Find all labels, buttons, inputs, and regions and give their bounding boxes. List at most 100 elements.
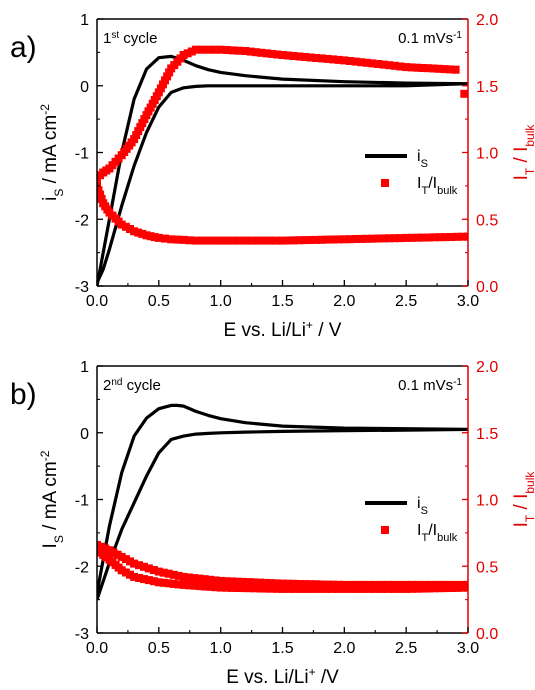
ratio-marker <box>430 233 439 242</box>
ratio-marker <box>179 51 188 59</box>
ratio-marker <box>346 584 355 593</box>
ratio-marker <box>117 566 126 575</box>
ratio-marker <box>346 235 354 244</box>
ratio-marker <box>351 235 360 243</box>
ratio-marker <box>377 584 386 593</box>
ratio-marker <box>121 555 130 564</box>
ratio-marker <box>365 584 374 593</box>
ratio-marker <box>371 584 380 593</box>
ratio-marker <box>261 578 270 587</box>
ratio-marker <box>464 232 468 241</box>
ratio-marker <box>312 54 321 62</box>
ratio-marker <box>435 64 444 73</box>
ratio-marker <box>312 235 321 244</box>
ratio-marker <box>418 64 427 72</box>
ratio-marker <box>278 579 287 588</box>
ratio-marker <box>117 552 126 561</box>
ratio-marker <box>447 233 456 241</box>
y-tick-label: 0 <box>80 79 89 96</box>
ratio-marker <box>239 584 248 593</box>
ratio-marker <box>130 572 139 581</box>
ratio-marker <box>97 190 105 199</box>
x-tick-label: 1.5 <box>271 293 293 310</box>
ratio-marker <box>334 580 343 589</box>
x-tick-label: 1.0 <box>210 640 232 657</box>
ratio-marker <box>413 584 422 593</box>
ratio-marker <box>317 580 326 589</box>
ratio-marker <box>267 579 276 588</box>
y-tick-label: -2 <box>75 212 89 229</box>
ratio-marker <box>190 574 199 583</box>
ratio-marker <box>295 580 304 588</box>
ratio-marker <box>216 236 225 245</box>
ratio-marker <box>329 235 338 244</box>
y-tick-label: -3 <box>75 626 89 643</box>
ratio-marker <box>211 583 220 592</box>
ratio-marker <box>138 229 147 238</box>
ratio-marker <box>362 58 371 67</box>
x-axis-label: E vs. Li/Li+ / V <box>224 318 342 341</box>
ratio-marker <box>441 233 450 242</box>
ratio-marker <box>204 45 213 54</box>
ratio-marker <box>97 194 106 203</box>
ratio-marker <box>289 52 298 60</box>
ratio-marker <box>222 577 231 586</box>
ratio-marker <box>250 578 259 587</box>
ratio-marker <box>206 575 215 584</box>
ratio-marker <box>306 53 315 62</box>
plot-area <box>97 403 468 601</box>
ratio-marker <box>374 60 383 68</box>
ratio-marker <box>154 233 163 242</box>
ratio-marker <box>126 557 134 566</box>
cycle-annotation: 1st cycle <box>103 30 157 48</box>
ratio-marker <box>184 581 193 590</box>
ratio-marker <box>385 234 394 243</box>
y2-tick-label: 0.0 <box>476 279 498 296</box>
y2-axis-label: IT / Ibulk <box>511 471 535 528</box>
scan-rate-annotation: 0.1 mVs-1 <box>398 377 462 395</box>
ratio-marker <box>424 64 433 73</box>
y-tick-label: -2 <box>75 559 89 576</box>
ratio-marker <box>290 584 299 593</box>
ratio-marker <box>149 566 158 574</box>
ratio-marker <box>458 583 467 592</box>
ratio-marker <box>272 579 281 588</box>
y-tick-label: 1 <box>80 359 89 376</box>
y-axis-label: IS / mA cm-2 <box>38 450 66 548</box>
ratio-marker <box>154 578 163 587</box>
ratio-marker <box>169 579 178 588</box>
ratio-marker <box>340 584 349 593</box>
ratio-marker <box>452 583 461 592</box>
ratio-marker <box>227 583 236 592</box>
ratio-marker <box>113 550 122 559</box>
ratio-marker <box>121 222 130 231</box>
ratio-marker <box>458 232 467 241</box>
is-curve <box>97 403 468 601</box>
ratio-marker <box>435 584 444 593</box>
ratio-marker <box>97 542 106 551</box>
panel-label: a) <box>10 31 37 64</box>
ratio-marker <box>306 580 315 589</box>
ratio-marker <box>346 57 354 65</box>
ratio-marker <box>216 576 225 585</box>
ratio-marker <box>256 578 264 587</box>
ratio-marker <box>383 584 392 593</box>
y2-axis-label: IT / Ibulk <box>511 124 535 181</box>
legend: iS IT/Ibulk <box>365 495 458 544</box>
ratio-marker <box>357 234 366 243</box>
legend-marker-swatch <box>381 179 389 187</box>
ratio-marker <box>256 584 264 593</box>
ratio-marker <box>173 235 182 244</box>
ratio-marker <box>241 47 250 55</box>
ratio-marker <box>303 584 312 593</box>
ratio-marker <box>210 236 219 245</box>
ratio-marker <box>317 235 326 244</box>
ratio-marker <box>389 584 398 593</box>
ratio-marker <box>374 234 383 243</box>
ratio-marker <box>368 234 377 243</box>
ratio-marker <box>187 47 196 56</box>
ratio-marker <box>167 235 176 244</box>
ratio-marker <box>146 232 155 241</box>
ratio-marker <box>239 577 248 586</box>
ratio-marker <box>396 234 405 243</box>
